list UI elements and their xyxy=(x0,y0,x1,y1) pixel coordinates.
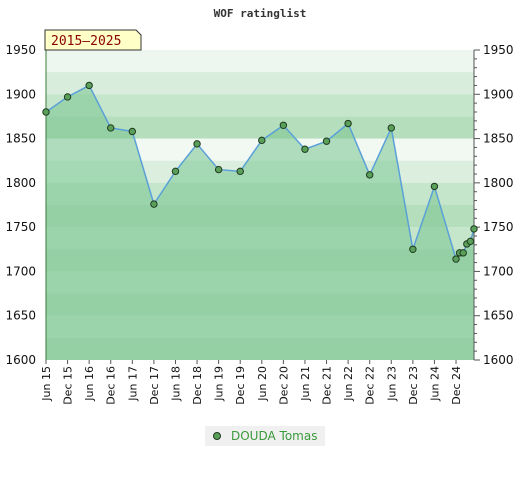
right-y-axis: 1600 1650 1700 1750 1800 1850 1900 1950 xyxy=(473,43,514,367)
x-tick-label: Dec 23 xyxy=(407,366,420,405)
y-tick-label-left: 1800 xyxy=(5,176,36,190)
data-point xyxy=(466,237,475,246)
x-tick-label: Dec 18 xyxy=(191,366,204,405)
x-tick-label: Dec 19 xyxy=(234,366,247,405)
y-tick-label-left: 1700 xyxy=(5,264,36,278)
x-tick-label: Jun 21 xyxy=(299,366,312,402)
x-tick-label: Jun 17 xyxy=(126,366,139,402)
y-tick-label-right: 1600 xyxy=(483,353,514,367)
data-point xyxy=(409,245,417,253)
data-point xyxy=(63,93,72,101)
y-tick-label-left: 1850 xyxy=(5,132,36,146)
data-point xyxy=(236,167,244,176)
data-point xyxy=(470,225,478,233)
data-points xyxy=(42,81,478,263)
legend-label: DOUDA Tomas xyxy=(231,429,318,443)
x-tick-label: Dec 22 xyxy=(364,366,377,405)
x-tick-label: Jun 24 xyxy=(428,366,441,402)
data-point xyxy=(322,137,331,145)
x-tick-label: Dec 20 xyxy=(277,366,290,405)
period-badge-text: 2015–2025 xyxy=(51,34,121,49)
x-tick-label: Jun 20 xyxy=(256,366,269,402)
x-tick-label: Dec 24 xyxy=(450,366,463,405)
data-point xyxy=(107,124,115,132)
data-point xyxy=(258,136,266,145)
rating-area-fill xyxy=(46,85,474,360)
y-tick-label-right: 1950 xyxy=(483,43,514,57)
x-tick-label: Jun 23 xyxy=(385,366,398,402)
y-tick-label-right: 1800 xyxy=(483,176,514,190)
x-tick-label: Jun 15 xyxy=(40,366,53,402)
data-point xyxy=(365,171,374,179)
left-y-axis: 1600 1650 1700 1750 1800 1850 1900 1950 xyxy=(5,43,47,367)
data-point xyxy=(42,108,50,116)
x-tick-label: Dec 15 xyxy=(62,366,75,405)
y-tick-label-left: 1900 xyxy=(5,87,36,101)
legend: DOUDA Tomas xyxy=(205,426,326,446)
data-point xyxy=(171,167,180,176)
x-tick-label: Jun 22 xyxy=(342,366,355,402)
x-tick-label: Dec 21 xyxy=(321,366,334,405)
x-tick-label: Dec 17 xyxy=(148,366,161,405)
data-point xyxy=(452,255,460,263)
data-point xyxy=(279,121,288,129)
x-axis: Jun 15 Dec 15 Jun 16 Dec 16 Jun 17 Dec 17 Jun … xyxy=(40,360,463,405)
data-point xyxy=(128,127,137,136)
data-point xyxy=(459,249,467,257)
data-point xyxy=(150,200,158,208)
period-badge: 2015–2025 xyxy=(44,29,142,51)
data-point xyxy=(85,81,93,90)
band xyxy=(46,94,474,117)
y-tick-label-left: 1600 xyxy=(5,353,36,367)
data-point xyxy=(430,182,439,191)
data-point xyxy=(344,119,352,128)
y-tick-label-left: 1950 xyxy=(5,43,36,57)
data-point xyxy=(214,165,223,174)
band xyxy=(46,116,474,139)
x-tick-label: Dec 16 xyxy=(105,366,118,405)
y-tick-label-left: 1750 xyxy=(5,220,36,234)
y-tick-label-right: 1650 xyxy=(483,309,514,323)
x-tick-label: Jun 19 xyxy=(213,366,226,402)
y-tick-label-left: 1650 xyxy=(5,309,36,323)
y-tick-label-right: 1750 xyxy=(483,220,514,234)
legend-marker xyxy=(213,432,221,440)
chart-title: WOF ratinglist xyxy=(214,7,307,20)
y-tick-label-right: 1900 xyxy=(483,87,514,101)
band xyxy=(46,72,474,95)
data-point xyxy=(301,145,309,153)
y-tick-label-right: 1700 xyxy=(483,264,514,278)
data-point xyxy=(193,140,201,148)
data-point xyxy=(387,124,395,132)
y-tick-label-right: 1850 xyxy=(483,132,514,146)
x-tick-label: Jun 16 xyxy=(83,366,96,402)
band xyxy=(46,50,474,73)
x-tick-label: Jun 18 xyxy=(169,366,182,402)
